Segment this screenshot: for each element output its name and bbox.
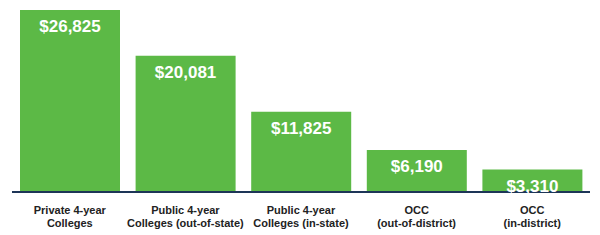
svg-text:$20,081: $20,081 (155, 63, 216, 82)
svg-text:OCC(out-of-district): OCC(out-of-district) (377, 204, 456, 229)
svg-text:Public 4-yearColleges (out-of-: Public 4-yearColleges (out-of-state) (127, 204, 244, 229)
svg-text:Private 4-yearColleges: Private 4-yearColleges (34, 204, 107, 229)
svg-text:$11,825: $11,825 (271, 119, 332, 138)
svg-text:$3,310: $3,310 (506, 177, 558, 196)
svg-text:$6,190: $6,190 (391, 157, 443, 176)
svg-text:$26,825: $26,825 (39, 17, 100, 36)
svg-text:OCC(in-district): OCC(in-district) (503, 204, 561, 229)
svg-text:Public 4-yearColleges (in-stat: Public 4-yearColleges (in-state) (253, 204, 349, 229)
